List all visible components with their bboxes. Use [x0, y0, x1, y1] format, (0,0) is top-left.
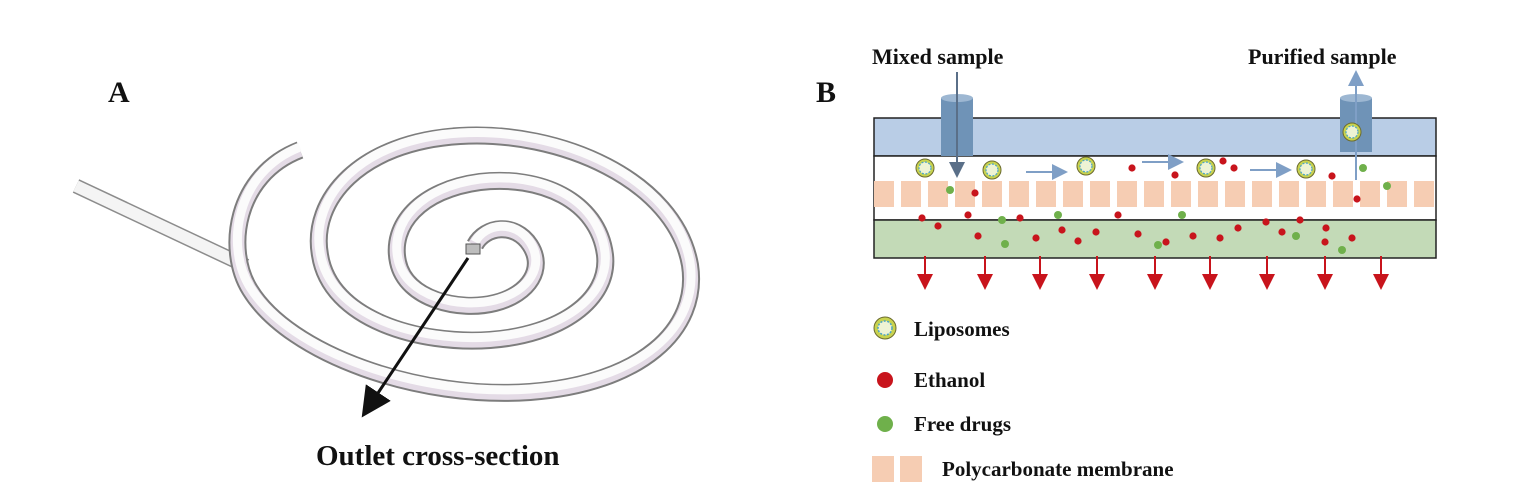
ethanol-dot [1092, 228, 1100, 236]
membrane-block [1279, 181, 1299, 207]
free-drug-dot [998, 216, 1006, 224]
liposome-core [1299, 162, 1313, 176]
legend-ethanol-label: Ethanol [914, 368, 985, 392]
free-drug-dot [1054, 211, 1062, 219]
ethanol-dot [1074, 237, 1082, 245]
outlet-cross-section-label: Outlet cross-section [316, 440, 560, 472]
liposome [915, 158, 935, 178]
liposome [982, 160, 1002, 180]
ethanol-dot [1016, 214, 1024, 222]
ethanol-dot [1219, 157, 1227, 165]
ethanol-dot [1321, 238, 1329, 246]
free-drug-dot [1178, 211, 1186, 219]
ethanol-dot [1058, 226, 1066, 234]
ethanol-dot [1348, 234, 1356, 242]
membrane-block [1117, 181, 1137, 207]
free-drug-dot [1001, 240, 1009, 248]
ethanol-dot [1328, 172, 1336, 180]
liposome-core [985, 163, 999, 177]
free-drug-dot [1383, 182, 1391, 190]
ethanol-dot [1114, 211, 1122, 219]
legend-liposomes-label: Liposomes [914, 317, 1010, 341]
permeate-outflow-arrows [917, 256, 1389, 290]
liposome-icon [873, 316, 897, 340]
ethanol-dot [974, 232, 982, 240]
liposome-core [918, 161, 932, 175]
ethanol-dot [1189, 232, 1197, 240]
polycarbonate-membrane [874, 181, 1434, 207]
membrane-block [1063, 181, 1083, 207]
membrane-swatch-icon [872, 456, 922, 482]
ethanol-dot [918, 214, 926, 222]
spiral-channel-illustration [72, 126, 701, 402]
ethanol-dot [1216, 234, 1224, 242]
membrane-block [1171, 181, 1191, 207]
free-drug-dot [1338, 246, 1346, 254]
membrane-block [982, 181, 1002, 207]
liposome [1342, 122, 1362, 142]
panel-a-label: A [108, 76, 130, 109]
ethanol-dot [1262, 218, 1270, 226]
membrane-block [1387, 181, 1407, 207]
ethanol-dot [971, 189, 979, 197]
ethanol-dot [964, 211, 972, 219]
mixed-sample-label: Mixed sample [872, 44, 1004, 69]
membrane-block [901, 181, 921, 207]
membrane-block [928, 181, 948, 207]
ethanol-dot [1353, 195, 1361, 203]
ethanol-dot [1278, 228, 1286, 236]
membrane-block [1333, 181, 1353, 207]
ethanol-dot [934, 222, 942, 230]
membrane-block [1198, 181, 1218, 207]
ethanol-dot-icon [877, 372, 893, 388]
free-drug-dot [1292, 232, 1300, 240]
ethanol-dot [1296, 216, 1304, 224]
membrane-block [1414, 181, 1434, 207]
free-drug-dot [1359, 164, 1367, 172]
free-drug-dot [1154, 241, 1162, 249]
liposome-core [1345, 125, 1359, 139]
membrane-block [1036, 181, 1056, 207]
legend: Liposomes Ethanol Free drugs Polycarbona… [872, 316, 1174, 482]
membrane-block [1306, 181, 1326, 207]
ethanol-dot [1134, 230, 1142, 238]
membrane-block [955, 181, 975, 207]
particles-group [915, 122, 1391, 254]
ethanol-dot [1171, 171, 1179, 179]
liposome-core [1199, 161, 1213, 175]
ethanol-dot [1128, 164, 1136, 172]
ethanol-dot [1162, 238, 1170, 246]
legend-membrane-label: Polycarbonate membrane [942, 457, 1174, 481]
liposome [1296, 159, 1316, 179]
liposome [1076, 156, 1096, 176]
free-drug-dot [946, 186, 954, 194]
inlet-port [941, 72, 973, 178]
membrane-block [1090, 181, 1110, 207]
ethanol-dot [1234, 224, 1242, 232]
membrane-block [1360, 181, 1380, 207]
ethanol-dot [1032, 234, 1040, 242]
membrane-block [874, 181, 894, 207]
purified-sample-label: Purified sample [1248, 44, 1397, 69]
liposome [1196, 158, 1216, 178]
free-drug-dot-icon [877, 416, 893, 432]
outlet-pointer-arrow [361, 257, 470, 418]
ethanol-dot [1322, 224, 1330, 232]
legend-free-drugs-label: Free drugs [914, 412, 1011, 436]
membrane-block [1144, 181, 1164, 207]
panel-b-label: B [816, 76, 836, 109]
liposome-core [1079, 159, 1093, 173]
ethanol-dot [1230, 164, 1238, 172]
membrane-block [1252, 181, 1272, 207]
membrane-block [1009, 181, 1029, 207]
membrane-block [1225, 181, 1245, 207]
